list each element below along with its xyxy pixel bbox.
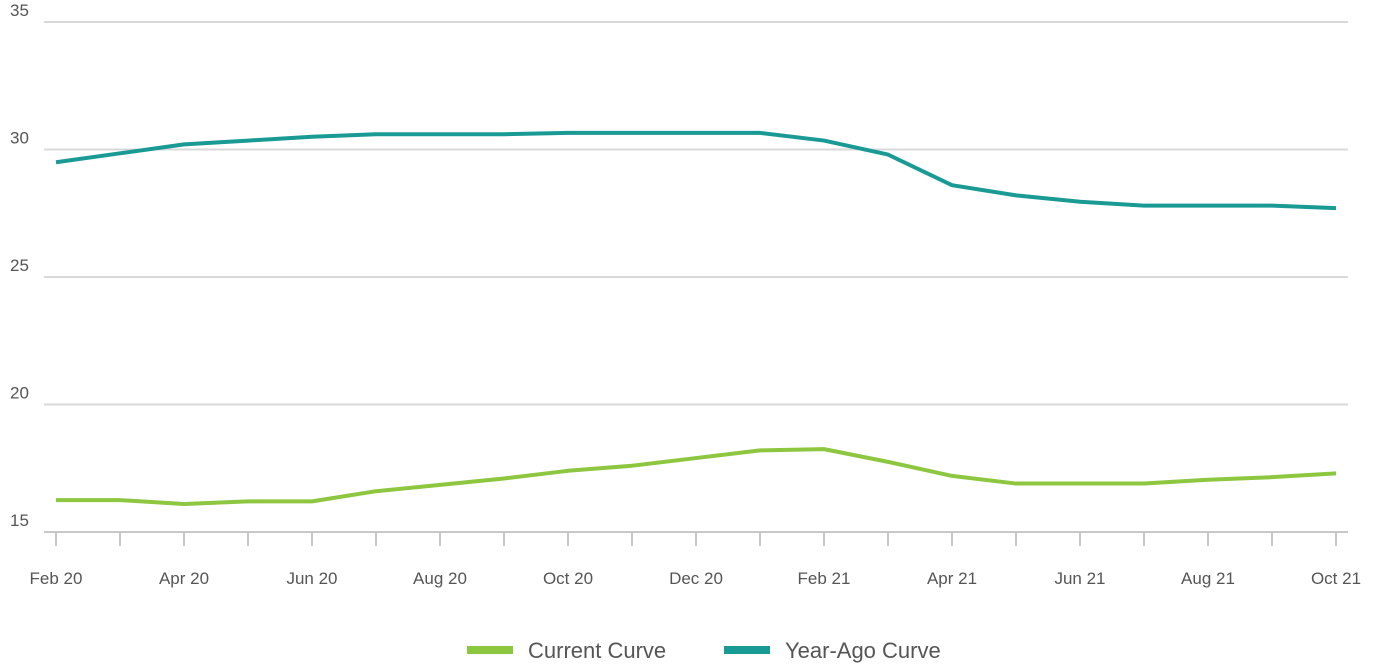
x-tick-label: Oct 21 — [1311, 569, 1361, 588]
y-tick-label: 25 — [10, 256, 29, 275]
x-tick-label: Feb 21 — [798, 569, 851, 588]
y-tick-label: 20 — [10, 384, 29, 403]
y-tick-label: 15 — [10, 511, 29, 530]
x-tick-label: Dec 20 — [669, 569, 723, 588]
y-tick-label: 30 — [10, 129, 29, 148]
x-tick-label: Feb 20 — [30, 569, 83, 588]
series-line — [56, 447, 1337, 506]
legend-swatch — [724, 646, 770, 654]
x-tick-label: Apr 21 — [927, 569, 977, 588]
legend-swatch — [467, 646, 513, 654]
x-tick-label: Apr 20 — [159, 569, 209, 588]
x-tick-label: Oct 20 — [543, 569, 593, 588]
x-tick-label: Jun 21 — [1054, 569, 1105, 588]
x-tick-label: Jun 20 — [286, 569, 337, 588]
legend-label: Year-Ago Curve — [785, 638, 941, 663]
x-tick-label: Aug 20 — [413, 569, 467, 588]
series-line — [55, 130, 1337, 211]
y-tick-label: 35 — [10, 1, 29, 20]
legend-label: Current Curve — [528, 638, 666, 663]
x-tick-label: Aug 21 — [1181, 569, 1235, 588]
